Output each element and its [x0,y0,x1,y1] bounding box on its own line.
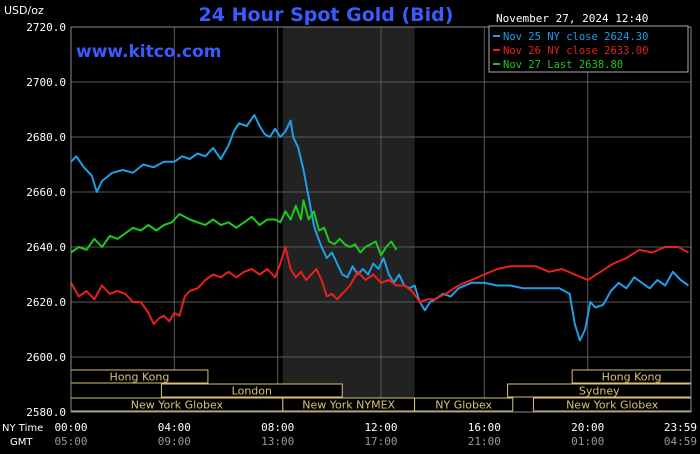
x-tick-label-gmt: 01:00 [571,435,604,448]
session-label: Sydney [579,385,620,398]
watermark: www.kitco.com [76,42,221,62]
y-axis-ticks: 2580.0 2600.0 2620.0 2640.0 2660.0 2680.0 2700… [26,21,66,419]
y-tick-label: 2720.0 [26,21,66,34]
shaded-session-region [282,27,415,412]
date-label: November 27, 2024 12:40 [496,12,648,25]
legend-entry: Nov 26 NY close 2633.00 [503,45,648,57]
x-tick-label-ny: 23:59 [664,421,697,434]
session-label: Hong Kong [110,371,170,384]
x-tick-label-gmt: 21:00 [468,435,501,448]
legend: Nov 25 NY close 2624.30 Nov 26 NY close 2… [488,25,689,73]
y-tick-label: 2680.0 [26,131,66,144]
y-tick-label: 2660.0 [26,186,66,199]
chart-title: 24 Hour Spot Gold (Bid) [199,4,454,26]
series-line-2 [70,199,398,257]
x-tick-label-ny: 04:00 [158,421,191,434]
y-tick-label: 2700.0 [26,76,66,89]
session-box [160,383,343,398]
session-label: London [232,385,272,398]
x-row-label-ny: NY Time [2,423,43,434]
x-tick-label-gmt: 09:00 [158,435,191,448]
x-tick-label-ny: 16:00 [468,421,501,434]
session-label: New York Globex [131,399,224,412]
session-label: New York Globex [566,399,659,412]
x-row-label-gmt: GMT [10,437,33,448]
y-tick-label: 2600.0 [26,351,66,364]
x-tick-label-gmt: 05:00 [54,435,87,448]
series-line-1 [70,246,689,325]
x-tick-label-ny: 20:00 [571,421,604,434]
legend-entry: Nov 25 NY close 2624.30 [503,31,648,43]
series-lines [70,114,689,342]
legend-entry: Nov 27 Last 2638.80 [503,59,623,71]
session-label: Hong Kong [602,371,662,384]
x-tick-label-gmt: 17:00 [364,435,397,448]
y-tick-label: 2580.0 [26,406,66,419]
x-tick-label-ny: 08:00 [261,421,294,434]
legend-box [488,25,689,73]
plot-frame [70,26,692,413]
series-line-0 [70,114,689,342]
session-label: New York NYMEX [302,399,395,412]
session-label: NY Globex [435,399,492,412]
x-tick-label-ny: 12:00 [364,421,397,434]
unit-label: USD/oz [4,4,44,17]
y-tick-label: 2620.0 [26,296,66,309]
x-tick-label-gmt: 13:00 [261,435,294,448]
session-box [414,397,514,412]
x-tick-label-gmt: 04:59 [664,435,697,448]
y-tick-label: 2640.0 [26,241,66,254]
x-tick-label-ny: 00:00 [54,421,87,434]
